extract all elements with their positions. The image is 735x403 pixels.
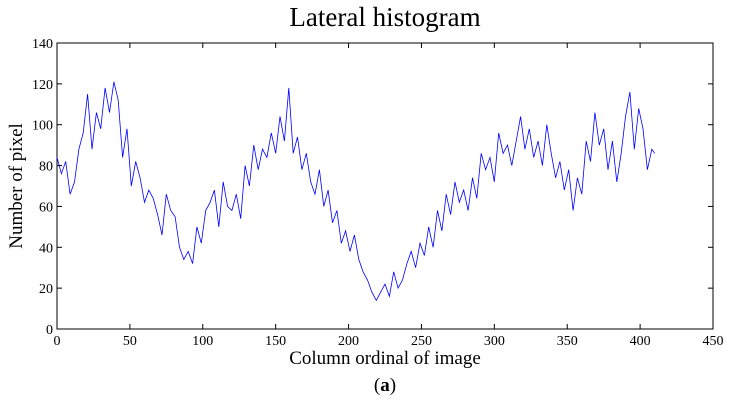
x-tick-label: 350 — [557, 334, 578, 349]
x-tick-label: 50 — [123, 334, 137, 349]
y-tick-label: 140 — [32, 37, 53, 52]
x-axis: 0 50 100 150 200 250 300 350 400 450 — [54, 43, 724, 349]
plot-frame — [56, 42, 714, 330]
y-axis: 0 20 40 60 80 100 120 140 — [32, 37, 713, 338]
x-tick-label: 150 — [265, 334, 286, 349]
y-tick-label: 40 — [39, 241, 53, 256]
y-tick-label: 0 — [46, 323, 53, 338]
y-axis-title: Number of pixel — [6, 123, 27, 249]
y-tick-label: 60 — [39, 200, 53, 215]
x-tick-label: 250 — [411, 334, 432, 349]
caption-open-paren: ( — [374, 375, 380, 396]
caption-letter: a — [380, 375, 390, 396]
figure-caption: (a) — [374, 375, 396, 396]
y-tick-label: 100 — [32, 119, 53, 134]
y-tick-label: 80 — [39, 160, 53, 175]
x-tick-label: 450 — [703, 334, 724, 349]
y-tick-label: 20 — [39, 282, 53, 297]
x-tick-label: 0 — [54, 334, 61, 349]
caption-close-paren: ) — [390, 375, 396, 396]
x-axis-title: Column ordinal of image — [289, 348, 481, 369]
x-tick-label: 400 — [630, 334, 651, 349]
chart-title: Lateral histogram — [289, 2, 480, 32]
x-tick-label: 200 — [338, 334, 359, 349]
x-tick-label: 100 — [192, 334, 213, 349]
y-tick-label: 120 — [32, 78, 53, 93]
series-line — [56, 81, 656, 302]
x-tick-label: 300 — [484, 334, 505, 349]
